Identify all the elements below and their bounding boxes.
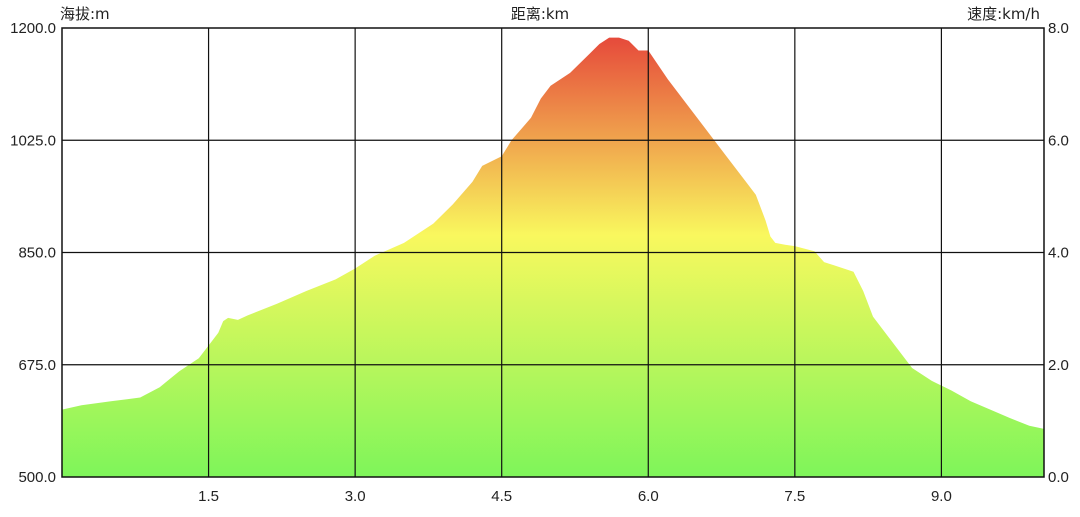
- left-axis-ticks: 1200.0 1025.0 850.0 675.0 500.0: [10, 20, 56, 486]
- plot-frame: [61, 27, 1045, 478]
- x-axis-ticks: 1.5 3.0 4.5 6.0 7.5 9.0: [198, 488, 952, 505]
- right-axis-ticks: 8.0 6.0 4.0 2.0 0.0: [1048, 20, 1069, 486]
- right-tick-label: 0.0: [1048, 469, 1069, 486]
- right-tick-label: 2.0: [1048, 357, 1069, 374]
- left-tick-label: 1200.0: [10, 20, 56, 37]
- right-tick-label: 8.0: [1048, 20, 1069, 37]
- elevation-area: [62, 37, 1044, 477]
- right-tick-label: 4.0: [1048, 245, 1069, 262]
- left-tick-label: 675.0: [18, 357, 56, 374]
- x-tick-label: 6.0: [638, 488, 659, 505]
- x-tick-label: 7.5: [784, 488, 805, 505]
- x-tick-label: 4.5: [491, 488, 512, 505]
- right-axis-label: 速度:km/h: [967, 5, 1040, 23]
- x-tick-label: 9.0: [931, 488, 952, 505]
- x-tick-label: 3.0: [345, 488, 366, 505]
- left-tick-label: 500.0: [18, 469, 56, 486]
- left-tick-label: 850.0: [18, 245, 56, 262]
- grid-lines: [62, 28, 1044, 477]
- x-tick-label: 1.5: [198, 488, 219, 505]
- right-tick-label: 6.0: [1048, 132, 1069, 149]
- left-axis-label: 海拔:m: [60, 5, 110, 23]
- left-tick-label: 1025.0: [10, 132, 56, 149]
- x-axis-label: 距离:km: [511, 5, 569, 23]
